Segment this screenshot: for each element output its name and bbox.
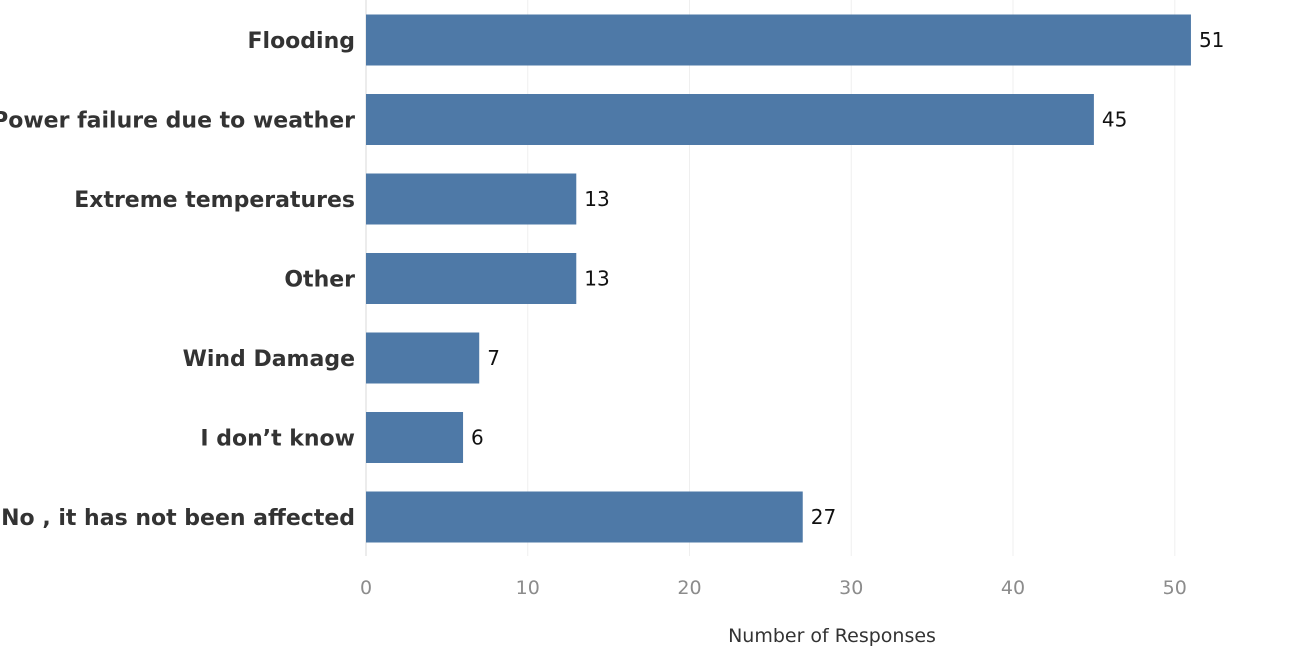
category-label: No , it has not been affected bbox=[1, 506, 355, 531]
x-tick-label: 40 bbox=[1001, 577, 1025, 599]
category-label: Flooding bbox=[248, 29, 356, 54]
x-tick-label: 20 bbox=[677, 577, 701, 599]
bars bbox=[366, 14, 1191, 543]
data-label: 13 bbox=[584, 267, 609, 291]
bar bbox=[366, 253, 577, 304]
category-label: Extreme temperatures bbox=[74, 188, 355, 213]
x-tick-label: 10 bbox=[516, 577, 540, 599]
bar bbox=[366, 173, 577, 225]
data-label: 6 bbox=[471, 426, 484, 450]
x-tick-label: 50 bbox=[1163, 577, 1187, 599]
bar bbox=[366, 332, 480, 384]
category-label: I don’t know bbox=[200, 427, 355, 452]
bar bbox=[366, 412, 464, 463]
value-labels: 51 45 13 13 7 6 27 bbox=[471, 28, 1224, 529]
x-axis-ticks: 0 10 20 30 40 50 bbox=[360, 577, 1187, 599]
data-label: 51 bbox=[1199, 28, 1224, 52]
data-label: 27 bbox=[811, 505, 836, 529]
x-tick-label: 30 bbox=[839, 577, 863, 599]
bar bbox=[366, 94, 1094, 145]
x-tick-label: 0 bbox=[360, 577, 372, 599]
category-label: Wind Damage bbox=[183, 347, 355, 372]
data-label: 13 bbox=[584, 187, 609, 211]
category-label: Other bbox=[284, 268, 355, 293]
gridlines bbox=[365, 0, 1176, 556]
data-label: 45 bbox=[1102, 108, 1127, 132]
category-label: Power failure due to weather bbox=[0, 109, 355, 134]
x-axis-title: Number of Responses bbox=[728, 625, 936, 647]
bar bbox=[366, 14, 1191, 66]
category-labels: Flooding Power failure due to weather Extr… bbox=[0, 29, 355, 531]
bar bbox=[366, 491, 803, 543]
data-label: 7 bbox=[487, 346, 500, 370]
